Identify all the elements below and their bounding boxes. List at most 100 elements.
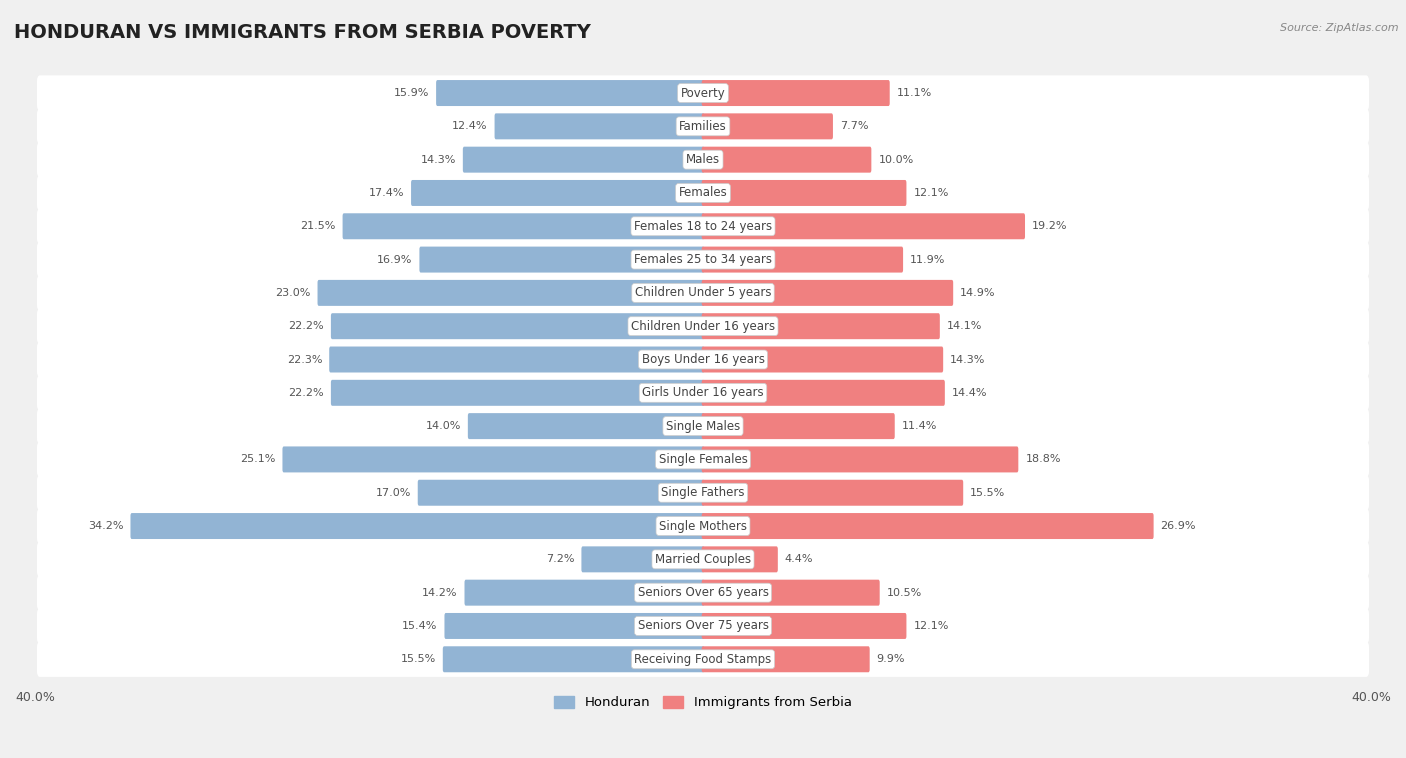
FancyBboxPatch shape xyxy=(495,114,704,139)
Text: 10.0%: 10.0% xyxy=(879,155,914,164)
FancyBboxPatch shape xyxy=(37,442,1369,477)
Text: 21.5%: 21.5% xyxy=(301,221,336,231)
Text: 11.1%: 11.1% xyxy=(897,88,932,98)
FancyBboxPatch shape xyxy=(702,547,778,572)
FancyBboxPatch shape xyxy=(329,346,704,372)
FancyBboxPatch shape xyxy=(702,580,880,606)
Text: Females: Females xyxy=(679,186,727,199)
FancyBboxPatch shape xyxy=(702,346,943,372)
Text: 12.1%: 12.1% xyxy=(914,621,949,631)
Text: 23.0%: 23.0% xyxy=(276,288,311,298)
Text: 14.1%: 14.1% xyxy=(946,321,983,331)
Text: 9.9%: 9.9% xyxy=(877,654,905,664)
Text: Families: Families xyxy=(679,120,727,133)
Text: 4.4%: 4.4% xyxy=(785,554,813,565)
Text: 12.4%: 12.4% xyxy=(453,121,488,131)
Text: 17.0%: 17.0% xyxy=(375,487,411,498)
FancyBboxPatch shape xyxy=(702,80,890,106)
FancyBboxPatch shape xyxy=(702,380,945,406)
Text: 11.4%: 11.4% xyxy=(901,421,938,431)
FancyBboxPatch shape xyxy=(702,513,1153,539)
Text: 15.5%: 15.5% xyxy=(401,654,436,664)
FancyBboxPatch shape xyxy=(702,146,872,173)
FancyBboxPatch shape xyxy=(463,146,704,173)
Text: HONDURAN VS IMMIGRANTS FROM SERBIA POVERTY: HONDURAN VS IMMIGRANTS FROM SERBIA POVER… xyxy=(14,23,591,42)
Text: Poverty: Poverty xyxy=(681,86,725,99)
Text: Males: Males xyxy=(686,153,720,166)
FancyBboxPatch shape xyxy=(702,647,870,672)
FancyBboxPatch shape xyxy=(37,309,1369,344)
Text: 7.7%: 7.7% xyxy=(839,121,869,131)
FancyBboxPatch shape xyxy=(37,142,1369,177)
Text: 22.2%: 22.2% xyxy=(288,321,323,331)
Text: 12.1%: 12.1% xyxy=(914,188,949,198)
FancyBboxPatch shape xyxy=(702,480,963,506)
FancyBboxPatch shape xyxy=(37,375,1369,411)
Text: Females 18 to 24 years: Females 18 to 24 years xyxy=(634,220,772,233)
Text: 26.9%: 26.9% xyxy=(1160,521,1197,531)
FancyBboxPatch shape xyxy=(37,409,1369,443)
Text: 14.2%: 14.2% xyxy=(422,587,457,597)
FancyBboxPatch shape xyxy=(444,613,704,639)
FancyBboxPatch shape xyxy=(582,547,704,572)
Text: 14.3%: 14.3% xyxy=(420,155,456,164)
Text: 19.2%: 19.2% xyxy=(1032,221,1067,231)
Text: Children Under 5 years: Children Under 5 years xyxy=(634,287,772,299)
FancyBboxPatch shape xyxy=(37,342,1369,377)
Text: 10.5%: 10.5% xyxy=(887,587,922,597)
FancyBboxPatch shape xyxy=(702,613,907,639)
Text: 14.4%: 14.4% xyxy=(952,388,987,398)
Text: 14.3%: 14.3% xyxy=(950,355,986,365)
Text: Seniors Over 65 years: Seniors Over 65 years xyxy=(637,586,769,599)
FancyBboxPatch shape xyxy=(37,542,1369,577)
FancyBboxPatch shape xyxy=(330,313,704,339)
Text: 16.9%: 16.9% xyxy=(377,255,412,265)
Text: Single Females: Single Females xyxy=(658,453,748,466)
FancyBboxPatch shape xyxy=(318,280,704,306)
FancyBboxPatch shape xyxy=(37,208,1369,244)
Text: Single Fathers: Single Fathers xyxy=(661,486,745,500)
FancyBboxPatch shape xyxy=(419,246,704,273)
Text: Receiving Food Stamps: Receiving Food Stamps xyxy=(634,653,772,666)
Text: Females 25 to 34 years: Females 25 to 34 years xyxy=(634,253,772,266)
FancyBboxPatch shape xyxy=(702,213,1025,240)
FancyBboxPatch shape xyxy=(702,313,939,339)
Text: 14.9%: 14.9% xyxy=(960,288,995,298)
Text: 17.4%: 17.4% xyxy=(368,188,404,198)
FancyBboxPatch shape xyxy=(468,413,704,439)
Text: Source: ZipAtlas.com: Source: ZipAtlas.com xyxy=(1281,23,1399,33)
FancyBboxPatch shape xyxy=(702,413,894,439)
FancyBboxPatch shape xyxy=(343,213,704,240)
FancyBboxPatch shape xyxy=(37,575,1369,610)
Text: 22.3%: 22.3% xyxy=(287,355,322,365)
FancyBboxPatch shape xyxy=(436,80,704,106)
FancyBboxPatch shape xyxy=(702,114,832,139)
Text: Girls Under 16 years: Girls Under 16 years xyxy=(643,387,763,399)
FancyBboxPatch shape xyxy=(702,446,1018,472)
FancyBboxPatch shape xyxy=(37,509,1369,543)
FancyBboxPatch shape xyxy=(330,380,704,406)
Text: Boys Under 16 years: Boys Under 16 years xyxy=(641,353,765,366)
Text: 18.8%: 18.8% xyxy=(1025,455,1062,465)
FancyBboxPatch shape xyxy=(464,580,704,606)
Text: Children Under 16 years: Children Under 16 years xyxy=(631,320,775,333)
FancyBboxPatch shape xyxy=(37,609,1369,644)
FancyBboxPatch shape xyxy=(411,180,704,206)
FancyBboxPatch shape xyxy=(131,513,704,539)
FancyBboxPatch shape xyxy=(702,180,907,206)
FancyBboxPatch shape xyxy=(702,280,953,306)
Legend: Honduran, Immigrants from Serbia: Honduran, Immigrants from Serbia xyxy=(548,691,858,715)
FancyBboxPatch shape xyxy=(418,480,704,506)
FancyBboxPatch shape xyxy=(37,242,1369,277)
Text: 15.5%: 15.5% xyxy=(970,487,1005,498)
FancyBboxPatch shape xyxy=(37,108,1369,144)
FancyBboxPatch shape xyxy=(283,446,704,472)
Text: 15.4%: 15.4% xyxy=(402,621,437,631)
Text: Married Couples: Married Couples xyxy=(655,553,751,566)
Text: 25.1%: 25.1% xyxy=(240,455,276,465)
Text: Single Males: Single Males xyxy=(666,420,740,433)
FancyBboxPatch shape xyxy=(37,275,1369,311)
Text: Single Mothers: Single Mothers xyxy=(659,519,747,533)
Text: 11.9%: 11.9% xyxy=(910,255,945,265)
Text: 22.2%: 22.2% xyxy=(288,388,323,398)
